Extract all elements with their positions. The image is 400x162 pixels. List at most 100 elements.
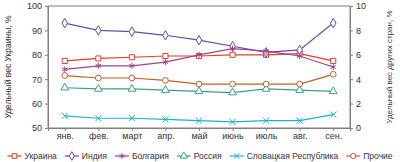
series-marker <box>163 59 168 65</box>
series-marker <box>129 115 135 121</box>
series-marker <box>230 42 235 51</box>
tick: 4 <box>350 75 361 85</box>
tick: фев. <box>89 128 109 141</box>
series-marker <box>330 71 336 77</box>
tick-mark <box>45 79 48 80</box>
series-marker <box>96 56 101 61</box>
series-marker <box>263 48 268 57</box>
series-marker <box>196 118 202 124</box>
tick-label: янв. <box>57 131 74 141</box>
legend-label: Прочие <box>363 151 393 161</box>
tick-mark <box>350 55 353 56</box>
series-marker <box>163 78 169 84</box>
tick: 70 <box>32 75 48 85</box>
tick: 100 <box>27 1 48 11</box>
tick-mark <box>45 104 48 105</box>
legend-label: Болгария <box>132 151 169 161</box>
series-marker <box>330 18 335 27</box>
tick: 6 <box>350 50 361 60</box>
series-marker <box>162 86 170 93</box>
tick: апр. <box>157 128 174 141</box>
series-marker <box>230 46 235 52</box>
legend-item: Словацкая Республика <box>230 151 339 161</box>
legend-marker <box>180 152 187 158</box>
tick-label: 4 <box>356 75 361 85</box>
tick: 2 <box>350 99 361 109</box>
series-marker <box>129 63 134 69</box>
chart: 50607080901000246810янв.фев.мартапр.майи… <box>0 0 400 162</box>
series-marker <box>95 115 101 121</box>
tick-label: 8 <box>356 26 361 36</box>
plot-frame <box>48 6 350 128</box>
tick: янв. <box>57 128 74 141</box>
series-marker <box>263 118 269 124</box>
series-line <box>65 49 333 70</box>
tick-label: 60 <box>32 99 42 109</box>
tick-label: апр. <box>157 131 174 141</box>
series-marker <box>162 116 168 122</box>
series-marker <box>263 81 269 87</box>
tick-mark <box>350 79 353 80</box>
legend-item: Украина <box>7 151 57 161</box>
tick: 80 <box>32 50 48 60</box>
series-marker <box>129 27 134 36</box>
legend-item: Болгария <box>115 151 169 161</box>
tick-label: 70 <box>32 75 42 85</box>
series-marker <box>129 75 135 81</box>
legend-label: Украина <box>24 151 57 161</box>
tick: 0 <box>350 123 361 133</box>
tick-label: 0 <box>356 123 361 133</box>
legend-marker <box>234 153 240 159</box>
series-marker <box>331 58 336 63</box>
series-marker <box>330 112 336 118</box>
legend-label: Индия <box>82 151 108 161</box>
series-marker <box>62 58 67 63</box>
tick: май <box>191 128 207 141</box>
tick-label: 90 <box>32 26 42 36</box>
tick-label: 6 <box>356 50 361 60</box>
tick-label: 80 <box>32 50 42 60</box>
tick: июнь <box>222 128 244 141</box>
y2-axis: 0 2 4 6 8 10 <box>350 1 366 133</box>
tick: сен. <box>325 128 342 141</box>
legend-label: Словацкая Республика <box>247 151 339 161</box>
axis-line <box>351 7 354 129</box>
tick-label: март <box>122 131 142 141</box>
series-marker <box>62 66 67 72</box>
tick: 90 <box>32 26 48 36</box>
tick-label: июль <box>256 131 278 141</box>
tick-mark <box>350 30 353 31</box>
series-marker <box>329 87 337 94</box>
tick: 60 <box>32 99 48 109</box>
tick-label: май <box>191 131 207 141</box>
series-marker <box>230 52 235 57</box>
tick-mark <box>350 6 353 7</box>
tick-mark <box>45 128 48 129</box>
y-axis: 5060708090100 <box>27 1 49 133</box>
tick-label: 10 <box>356 1 366 11</box>
series-marker <box>128 84 136 91</box>
series-marker <box>163 31 168 40</box>
series-marker <box>297 81 303 87</box>
legend-marker <box>120 153 125 159</box>
series-marker <box>331 64 336 70</box>
series-marker <box>62 73 68 79</box>
series-marker <box>129 55 134 60</box>
series-marker <box>62 18 67 27</box>
tick: авг. <box>293 128 307 141</box>
series-marker <box>61 83 69 90</box>
series-marker <box>196 35 201 44</box>
tick-mark <box>350 104 353 105</box>
tick: июль <box>256 128 278 141</box>
y-axis-title: Удельный вес Украины, % <box>3 15 13 119</box>
legend-marker <box>351 153 356 158</box>
series-marker <box>195 87 203 94</box>
legend-marker <box>69 152 74 161</box>
series-marker <box>95 75 101 81</box>
tick-mark <box>45 55 48 56</box>
legend-item: Россия <box>177 151 222 161</box>
legend: Украина Индия Болгария Россия Словацкая Респ… <box>7 151 392 161</box>
y2-axis-title: Удельный вес других стран, % <box>385 10 394 123</box>
x-axis: янв. фев. март апр. май июнь июль авг. сен. <box>49 128 351 141</box>
tick: 8 <box>350 26 361 36</box>
